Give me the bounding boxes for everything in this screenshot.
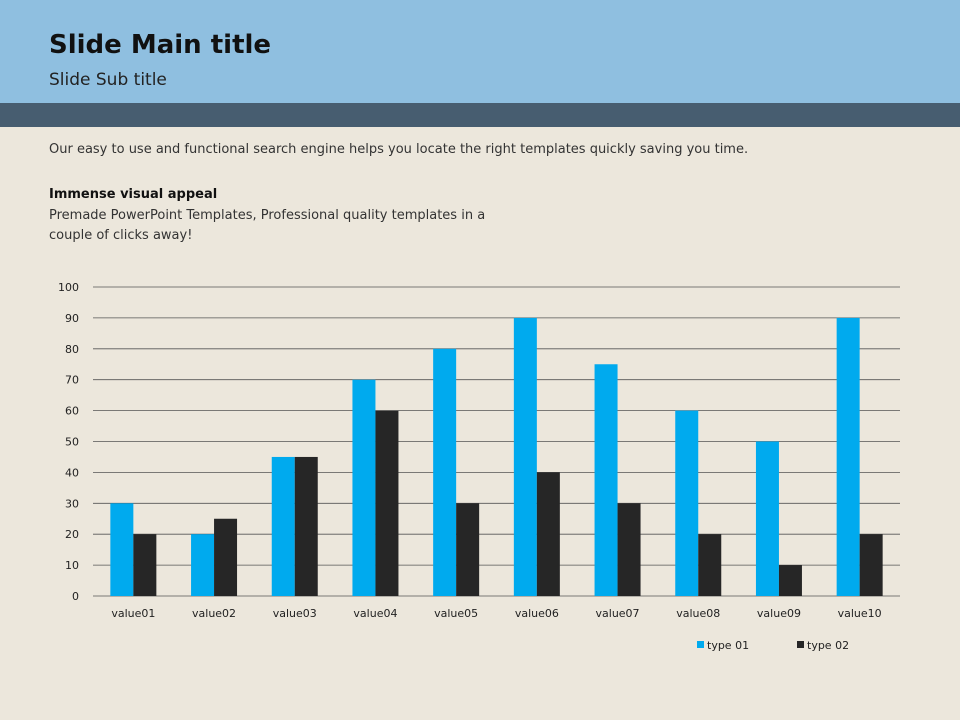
bar-type02-value02 <box>214 518 238 596</box>
chart-bars <box>110 317 883 596</box>
bar-type02-value07 <box>617 503 641 596</box>
bar-type01-value02 <box>191 534 215 596</box>
bar-type01-value07 <box>594 364 618 596</box>
x-tick-label: value10 <box>838 607 882 620</box>
y-tick-label: 60 <box>65 405 79 418</box>
bar-type01-value09 <box>755 441 779 596</box>
x-tick-label: value09 <box>757 607 801 620</box>
bar-type02-value10 <box>859 534 883 596</box>
x-tick-label: value06 <box>515 607 559 620</box>
bar-type01-value08 <box>675 410 699 596</box>
x-tick-label: value03 <box>273 607 317 620</box>
bar-type02-value04 <box>375 410 399 596</box>
y-tick-label: 30 <box>65 497 79 510</box>
chart-legend: type 01 type 02 <box>697 639 849 652</box>
y-tick-label: 10 <box>65 559 79 572</box>
y-tick-label: 80 <box>65 343 79 356</box>
appeal-body: Premade PowerPoint Templates, Profession… <box>49 208 486 243</box>
y-tick-label: 70 <box>65 374 79 387</box>
legend-label-1: type 01 <box>707 639 749 652</box>
bar-type01-value05 <box>433 348 457 596</box>
x-tick-label: value02 <box>192 607 236 620</box>
chart-x-labels: value01 value02 value03 value04 value05 value… <box>111 607 881 620</box>
slide-subtitle: Slide Sub title <box>49 70 167 90</box>
y-tick-label: 90 <box>65 312 79 325</box>
x-tick-label: value08 <box>676 607 720 620</box>
bar-type02-value08 <box>698 534 722 596</box>
intro-text: Our easy to use and functional search en… <box>49 142 749 157</box>
bar-type02-value09 <box>778 565 802 596</box>
x-tick-label: value07 <box>596 607 640 620</box>
y-tick-label: 100 <box>58 281 79 294</box>
x-tick-label: value04 <box>353 607 397 620</box>
legend-swatch-1 <box>697 641 704 648</box>
y-tick-label: 40 <box>65 466 79 479</box>
y-tick-label: 0 <box>72 590 79 603</box>
bar-type02-value06 <box>536 472 560 596</box>
bar-type01-value10 <box>836 317 860 596</box>
bar-type02-value01 <box>133 534 157 596</box>
x-tick-label: value01 <box>111 607 155 620</box>
legend-swatch-2 <box>797 641 804 648</box>
legend-label-2: type 02 <box>807 639 849 652</box>
y-tick-label: 20 <box>65 528 79 541</box>
bar-type01-value03 <box>271 456 295 596</box>
bar-type01-value04 <box>352 379 376 596</box>
bar-type02-value03 <box>294 456 318 596</box>
header-band <box>0 103 960 127</box>
slide-title: Slide Main title <box>49 30 272 60</box>
appeal-heading: Immense visual appeal <box>49 187 218 202</box>
x-tick-label: value05 <box>434 607 478 620</box>
bar-type02-value05 <box>456 503 480 596</box>
bar-type01-value01 <box>110 503 134 596</box>
slide-header <box>0 0 960 103</box>
bar-type01-value06 <box>513 317 537 596</box>
y-tick-label: 50 <box>65 436 79 449</box>
